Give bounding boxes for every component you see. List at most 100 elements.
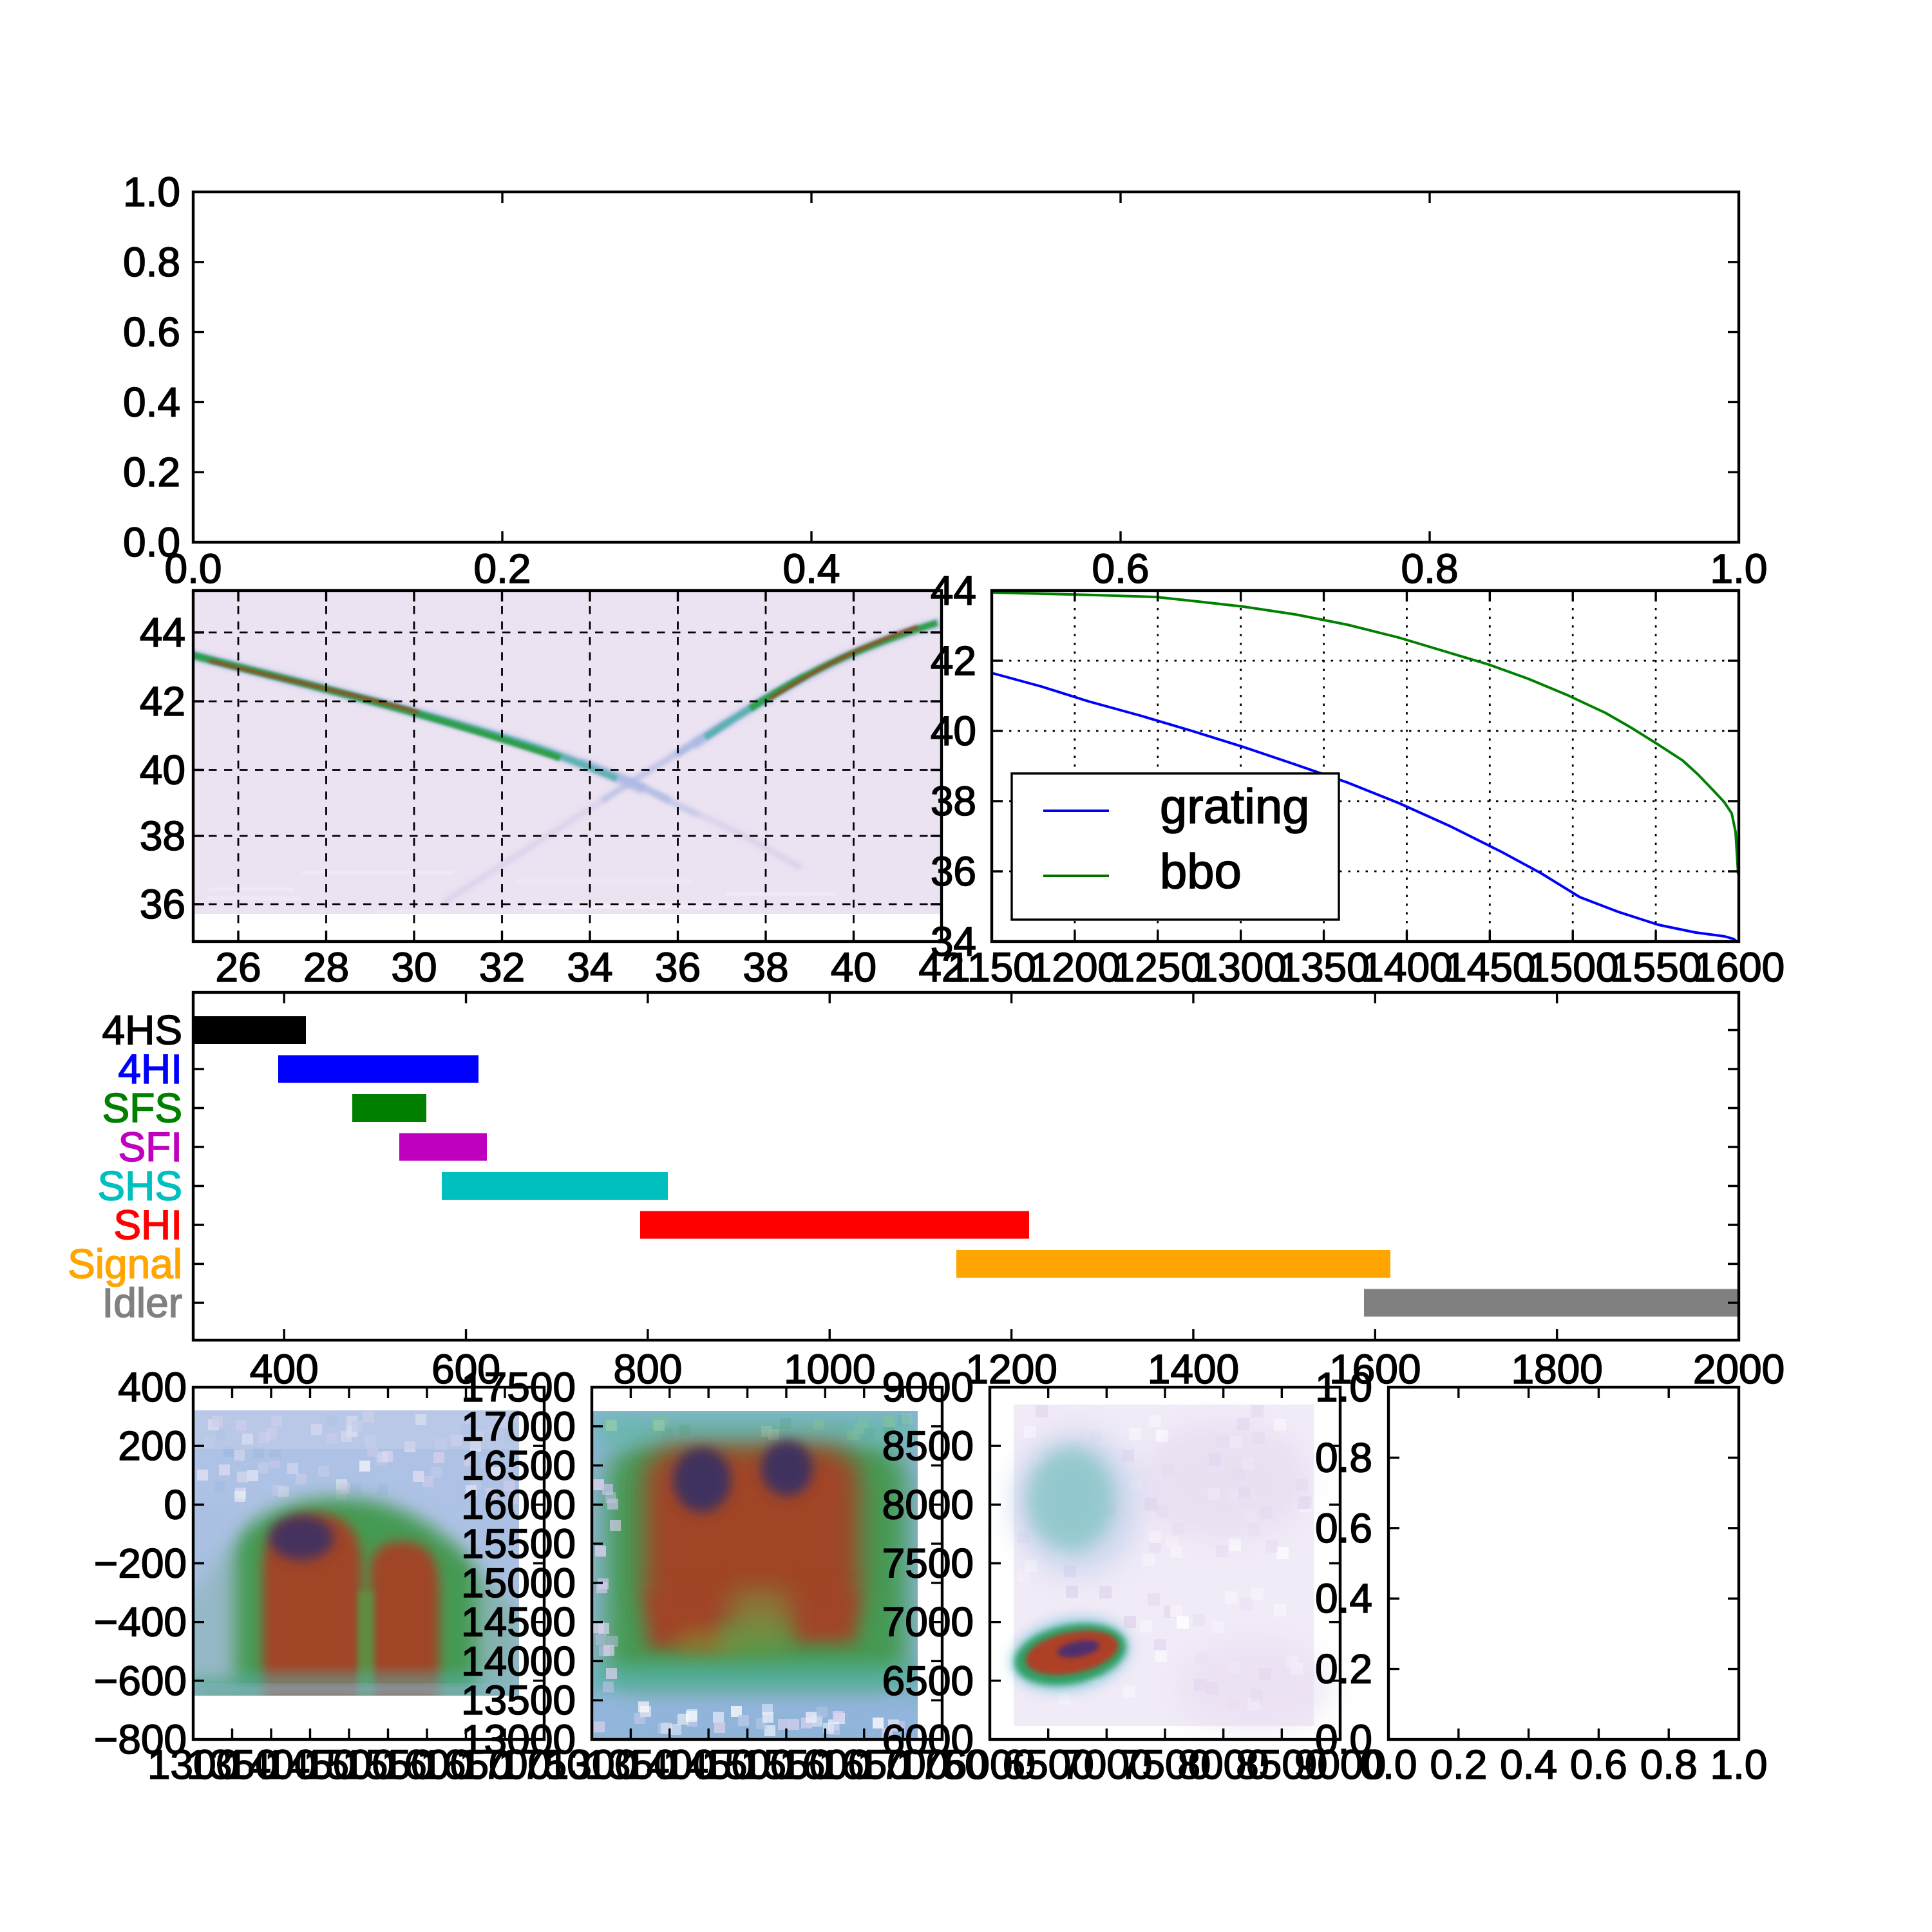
- svg-text:−800: −800: [94, 1716, 187, 1763]
- svg-text:13500: 13500: [461, 1677, 576, 1723]
- svg-text:1350: 1350: [1278, 944, 1369, 990]
- svg-text:28: 28: [303, 944, 349, 990]
- svg-text:1700: 1700: [857, 1741, 949, 1788]
- svg-text:1550: 1550: [342, 1741, 433, 1788]
- svg-text:6500: 6500: [1002, 1741, 1094, 1788]
- svg-text:1400: 1400: [1148, 1346, 1239, 1392]
- svg-text:42: 42: [918, 944, 964, 990]
- svg-text:16500: 16500: [461, 1443, 576, 1489]
- svg-text:0.0: 0.0: [1360, 1741, 1417, 1788]
- svg-text:1.0: 1.0: [1710, 545, 1768, 592]
- svg-text:1.0: 1.0: [1315, 1364, 1372, 1410]
- svg-text:1600: 1600: [1329, 1346, 1421, 1392]
- svg-text:1000: 1000: [784, 1346, 875, 1392]
- svg-text:0.0: 0.0: [165, 545, 222, 592]
- svg-text:1600: 1600: [1693, 944, 1785, 990]
- svg-text:600: 600: [431, 1346, 500, 1392]
- svg-text:800: 800: [614, 1346, 683, 1392]
- svg-text:1600: 1600: [779, 1741, 871, 1788]
- svg-text:16000: 16000: [461, 1481, 576, 1528]
- svg-text:1800: 1800: [1511, 1346, 1602, 1392]
- svg-text:SHI: SHI: [113, 1202, 182, 1248]
- svg-text:Idler: Idler: [102, 1280, 183, 1326]
- svg-text:1.0: 1.0: [123, 169, 180, 215]
- svg-text:4HS: 4HS: [102, 1007, 183, 1054]
- svg-text:38: 38: [743, 944, 788, 990]
- svg-text:30: 30: [391, 944, 437, 990]
- svg-text:1500: 1500: [701, 1741, 793, 1788]
- svg-text:40: 40: [931, 708, 976, 754]
- svg-text:17500: 17500: [461, 1364, 576, 1410]
- svg-text:0.2: 0.2: [1315, 1646, 1372, 1692]
- svg-text:1600: 1600: [381, 1741, 473, 1788]
- svg-text:1500: 1500: [1527, 944, 1618, 990]
- svg-text:32: 32: [479, 944, 525, 990]
- svg-text:1400: 1400: [225, 1741, 317, 1788]
- svg-text:400: 400: [250, 1346, 319, 1392]
- svg-text:1300: 1300: [1195, 944, 1286, 990]
- svg-text:0.4: 0.4: [1500, 1741, 1557, 1788]
- svg-text:0.6: 0.6: [1570, 1741, 1627, 1788]
- svg-text:200: 200: [118, 1423, 187, 1469]
- svg-text:15000: 15000: [461, 1560, 576, 1606]
- svg-text:0.8: 0.8: [1640, 1741, 1698, 1788]
- svg-text:40: 40: [831, 944, 876, 990]
- svg-text:0.8: 0.8: [123, 239, 180, 285]
- svg-text:44: 44: [140, 609, 185, 656]
- svg-text:34: 34: [567, 944, 612, 990]
- svg-text:14000: 14000: [461, 1638, 576, 1684]
- svg-text:36: 36: [655, 944, 701, 990]
- svg-text:1350: 1350: [585, 1741, 676, 1788]
- svg-text:0.2: 0.2: [123, 449, 180, 495]
- svg-text:0.6: 0.6: [1315, 1505, 1372, 1551]
- svg-text:38: 38: [931, 778, 976, 824]
- svg-text:1250: 1250: [1112, 944, 1204, 990]
- svg-text:0: 0: [164, 1481, 187, 1528]
- svg-text:8000: 8000: [1177, 1741, 1269, 1788]
- svg-text:0.2: 0.2: [474, 545, 531, 592]
- svg-text:1750: 1750: [498, 1741, 589, 1788]
- svg-text:15500: 15500: [461, 1520, 576, 1567]
- svg-text:2000: 2000: [1693, 1346, 1785, 1392]
- svg-text:1700: 1700: [459, 1741, 551, 1788]
- svg-text:SFS: SFS: [102, 1085, 182, 1132]
- svg-text:0.4: 0.4: [123, 379, 180, 425]
- svg-text:6500: 6500: [882, 1658, 974, 1704]
- svg-text:1550: 1550: [741, 1741, 832, 1788]
- svg-text:bbo: bbo: [1160, 844, 1242, 899]
- svg-text:0.0: 0.0: [1315, 1716, 1372, 1763]
- svg-text:400: 400: [118, 1364, 187, 1410]
- svg-text:26: 26: [215, 944, 261, 990]
- svg-text:1200: 1200: [1029, 944, 1121, 990]
- svg-text:SFI: SFI: [118, 1124, 182, 1170]
- svg-text:0.4: 0.4: [1315, 1575, 1372, 1622]
- svg-text:0.2: 0.2: [1430, 1741, 1487, 1788]
- svg-text:1450: 1450: [663, 1741, 754, 1788]
- svg-text:17000: 17000: [461, 1403, 576, 1450]
- svg-text:1200: 1200: [965, 1346, 1057, 1392]
- svg-text:−200: −200: [94, 1540, 187, 1587]
- svg-text:9000: 9000: [1294, 1741, 1386, 1788]
- svg-text:1450: 1450: [264, 1741, 355, 1788]
- svg-text:1650: 1650: [819, 1741, 910, 1788]
- svg-text:38: 38: [140, 813, 185, 859]
- svg-text:9000: 9000: [882, 1364, 974, 1410]
- svg-text:1550: 1550: [1610, 944, 1701, 990]
- svg-text:7500: 7500: [1119, 1741, 1211, 1788]
- svg-text:6000: 6000: [944, 1741, 1036, 1788]
- svg-text:1150: 1150: [947, 944, 1036, 990]
- svg-text:grating: grating: [1160, 779, 1309, 834]
- svg-text:1750: 1750: [896, 1741, 987, 1788]
- svg-text:44: 44: [931, 567, 976, 614]
- svg-text:6000: 6000: [882, 1716, 974, 1763]
- svg-text:0.8: 0.8: [1401, 545, 1459, 592]
- svg-text:−400: −400: [94, 1599, 187, 1645]
- svg-text:0.0: 0.0: [123, 519, 180, 565]
- svg-text:SHS: SHS: [97, 1163, 182, 1209]
- svg-text:0.4: 0.4: [783, 545, 840, 592]
- svg-text:0.6: 0.6: [1092, 545, 1150, 592]
- svg-text:1350: 1350: [186, 1741, 278, 1788]
- svg-text:7500: 7500: [882, 1540, 974, 1587]
- svg-text:1450: 1450: [1444, 944, 1535, 990]
- svg-text:34: 34: [931, 918, 976, 965]
